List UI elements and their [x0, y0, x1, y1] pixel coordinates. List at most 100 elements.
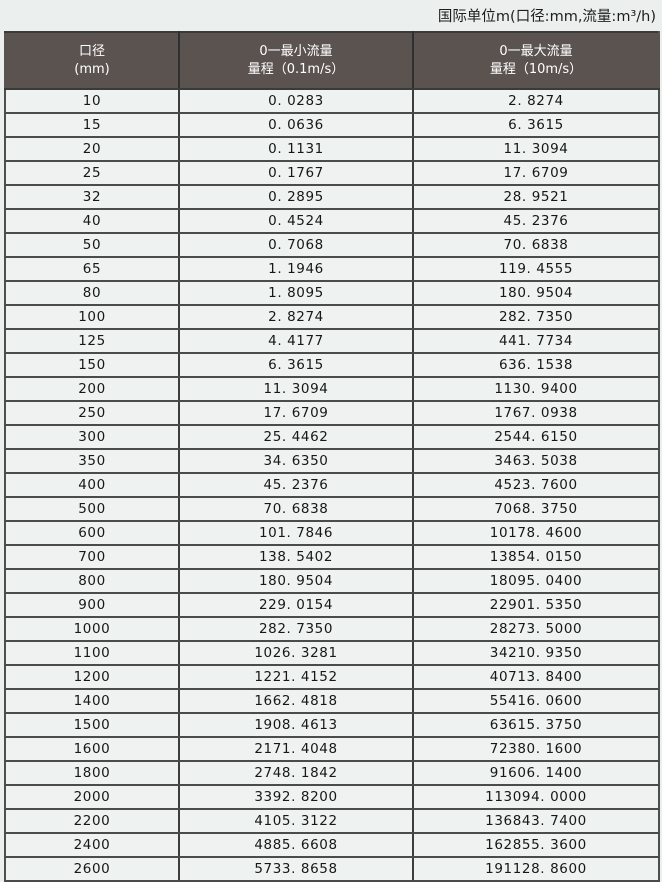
cell-diameter: 1500 [4, 713, 180, 738]
cell-max-flow: 113094. 0000 [412, 785, 660, 810]
cell-diameter: 1800 [4, 761, 180, 786]
cell-min-flow: 1. 8095 [178, 281, 414, 306]
table-row: 2200 4105. 3122 136843. 7400 [4, 809, 660, 834]
table-header-row: 口径 (mm) 0一最小流量 量程（0.1m/s） 0一最大流量 量程（10m/… [4, 31, 660, 90]
cell-max-flow: 18095. 0400 [412, 569, 660, 594]
cell-max-flow: 162855. 3600 [412, 833, 660, 858]
column-header-diameter-line2: (mm) [74, 61, 110, 77]
cell-min-flow: 5733. 8658 [178, 857, 414, 882]
table-row: 25 0. 1767 17. 6709 [4, 161, 660, 186]
table-row: 1400 1662. 4818 55416. 0600 [4, 689, 660, 714]
cell-diameter: 300 [4, 425, 180, 450]
table-row: 200 11. 3094 1130. 9400 [4, 377, 660, 402]
table-row: 15 0. 0636 6. 3615 [4, 113, 660, 138]
cell-max-flow: 3463. 5038 [412, 449, 660, 474]
table-row: 65 1. 1946 119. 4555 [4, 257, 660, 282]
cell-diameter: 100 [4, 305, 180, 330]
cell-min-flow: 1662. 4818 [178, 689, 414, 714]
cell-diameter: 80 [4, 281, 180, 306]
table-row: 1100 1026. 3281 34210. 9350 [4, 641, 660, 666]
cell-max-flow: 7068. 3750 [412, 497, 660, 522]
cell-diameter: 500 [4, 497, 180, 522]
column-header-min-flow-line1: 0一最小流量 [259, 43, 333, 59]
cell-max-flow: 45. 2376 [412, 209, 660, 234]
cell-diameter: 2000 [4, 785, 180, 810]
column-header-min-flow-line2: 量程（0.1m/s） [247, 61, 345, 77]
cell-diameter: 150 [4, 353, 180, 378]
cell-min-flow: 45. 2376 [178, 473, 414, 498]
cell-min-flow: 4. 4177 [178, 329, 414, 354]
table-row: 32 0. 2895 28. 9521 [4, 185, 660, 210]
cell-diameter: 25 [4, 161, 180, 186]
cell-min-flow: 34. 6350 [178, 449, 414, 474]
column-header-max-flow-line2: 量程（10m/s） [489, 61, 583, 77]
cell-min-flow: 1908. 4613 [178, 713, 414, 738]
cell-min-flow: 282. 7350 [178, 617, 414, 642]
cell-diameter: 200 [4, 377, 180, 402]
cell-diameter: 700 [4, 545, 180, 570]
cell-max-flow: 282. 7350 [412, 305, 660, 330]
table-row: 150 6. 3615 636. 1538 [4, 353, 660, 378]
page-title: 国际单位m(口径:mm,流量:m³/h) [437, 8, 656, 25]
cell-diameter: 400 [4, 473, 180, 498]
table-row: 2000 3392. 8200 113094. 0000 [4, 785, 660, 810]
cell-diameter: 900 [4, 593, 180, 618]
cell-max-flow: 1767. 0938 [412, 401, 660, 426]
spec-table-container: 口径 (mm) 0一最小流量 量程（0.1m/s） 0一最大流量 量程（10m/… [4, 31, 660, 882]
cell-min-flow: 1. 1946 [178, 257, 414, 282]
table-row: 350 34. 6350 3463. 5038 [4, 449, 660, 474]
cell-diameter: 1000 [4, 617, 180, 642]
cell-min-flow: 2748. 1842 [178, 761, 414, 786]
cell-min-flow: 0. 0636 [178, 113, 414, 138]
table-row: 1800 2748. 1842 91606. 1400 [4, 761, 660, 786]
table-row: 1600 2171. 4048 72380. 1600 [4, 737, 660, 762]
table-row: 500 70. 6838 7068. 3750 [4, 497, 660, 522]
cell-min-flow: 0. 7068 [178, 233, 414, 258]
title-row: 国际单位m(口径:mm,流量:m³/h) [0, 0, 662, 30]
cell-min-flow: 1026. 3281 [178, 641, 414, 666]
cell-max-flow: 4523. 7600 [412, 473, 660, 498]
cell-max-flow: 11. 3094 [412, 137, 660, 162]
column-header-diameter: 口径 (mm) [4, 31, 180, 90]
cell-max-flow: 636. 1538 [412, 353, 660, 378]
cell-min-flow: 2171. 4048 [178, 737, 414, 762]
table-row: 125 4. 4177 441. 7734 [4, 329, 660, 354]
column-header-diameter-line1: 口径 [78, 43, 105, 59]
cell-min-flow: 4885. 6608 [178, 833, 414, 858]
cell-max-flow: 70. 6838 [412, 233, 660, 258]
cell-max-flow: 136843. 7400 [412, 809, 660, 834]
table-row: 250 17. 6709 1767. 0938 [4, 401, 660, 426]
cell-diameter: 1400 [4, 689, 180, 714]
cell-diameter: 65 [4, 257, 180, 282]
cell-min-flow: 11. 3094 [178, 377, 414, 402]
cell-max-flow: 1130. 9400 [412, 377, 660, 402]
cell-min-flow: 0. 2895 [178, 185, 414, 210]
column-header-min-flow: 0一最小流量 量程（0.1m/s） [178, 31, 414, 90]
cell-max-flow: 10178. 4600 [412, 521, 660, 546]
table-row: 600 101. 7846 10178. 4600 [4, 521, 660, 546]
cell-diameter: 10 [4, 89, 180, 114]
cell-max-flow: 28273. 5000 [412, 617, 660, 642]
table-row: 1200 1221. 4152 40713. 8400 [4, 665, 660, 690]
cell-max-flow: 119. 4555 [412, 257, 660, 282]
cell-max-flow: 34210. 9350 [412, 641, 660, 666]
cell-max-flow: 22901. 5350 [412, 593, 660, 618]
cell-diameter: 1600 [4, 737, 180, 762]
cell-max-flow: 63615. 3750 [412, 713, 660, 738]
cell-max-flow: 91606. 1400 [412, 761, 660, 786]
cell-min-flow: 0. 1767 [178, 161, 414, 186]
table-row: 300 25. 4462 2544. 6150 [4, 425, 660, 450]
cell-min-flow: 180. 9504 [178, 569, 414, 594]
cell-max-flow: 55416. 0600 [412, 689, 660, 714]
cell-diameter: 32 [4, 185, 180, 210]
table-row: 2400 4885. 6608 162855. 3600 [4, 833, 660, 858]
cell-max-flow: 13854. 0150 [412, 545, 660, 570]
table-body: 10 0. 0283 2. 8274 15 0. 0636 6. 3615 20 0. 113… [4, 89, 660, 882]
cell-diameter: 15 [4, 113, 180, 138]
cell-max-flow: 2. 8274 [412, 89, 660, 114]
cell-min-flow: 3392. 8200 [178, 785, 414, 810]
table-row: 1500 1908. 4613 63615. 3750 [4, 713, 660, 738]
table-row: 50 0. 7068 70. 6838 [4, 233, 660, 258]
table-row: 900 229. 0154 22901. 5350 [4, 593, 660, 618]
cell-min-flow: 101. 7846 [178, 521, 414, 546]
